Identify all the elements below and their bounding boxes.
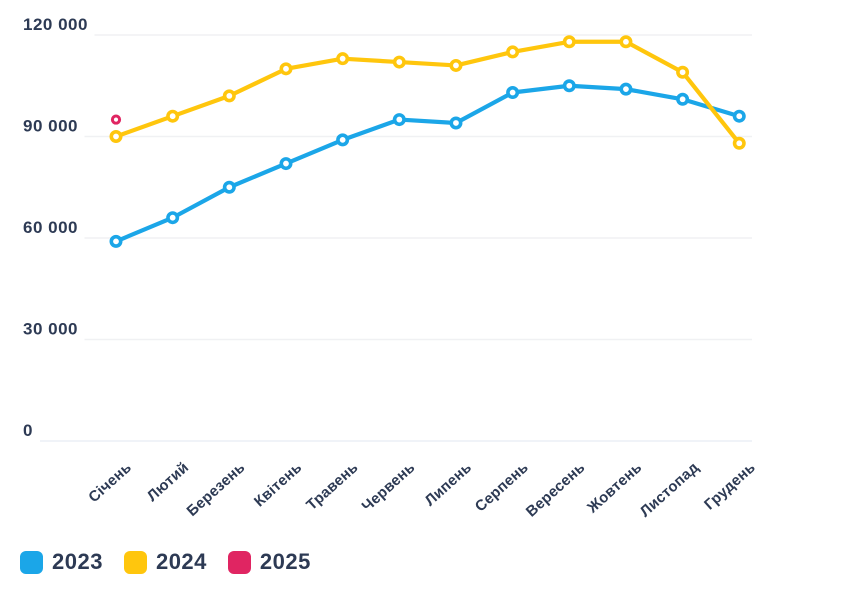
legend-item-2025[interactable]: 2025 <box>227 549 311 575</box>
chart-legend: 2023 2024 2025 <box>20 549 311 575</box>
data-point-marker-2023 <box>506 86 520 100</box>
data-point-marker-2023 <box>732 109 746 123</box>
y-axis-tick-label: 120 000 <box>23 15 88 34</box>
data-point-marker-2024 <box>222 89 236 103</box>
y-axis-tick-label: 30 000 <box>23 320 78 339</box>
data-point-marker-2024 <box>619 35 633 49</box>
series-line-2023 <box>113 83 742 244</box>
legend-swatch-2023 <box>20 550 43 574</box>
data-point-marker-2025 <box>110 114 122 125</box>
data-point-marker-2023 <box>449 116 463 130</box>
y-axis-tick-label: 90 000 <box>23 117 78 136</box>
data-point-marker-2023 <box>392 113 406 127</box>
legend-swatch-2025 <box>227 550 251 574</box>
data-point-marker-2023 <box>619 82 633 96</box>
legend-label-2025: 2025 <box>259 549 311 574</box>
data-point-marker-2024 <box>676 65 690 79</box>
data-point-marker-2024 <box>166 109 180 123</box>
legend-item-2023[interactable]: 2023 <box>20 549 103 575</box>
data-point-marker-2023 <box>676 92 690 106</box>
data-point-marker-2023 <box>109 234 123 248</box>
data-point-marker-2023 <box>336 133 350 147</box>
data-point-marker-2024 <box>506 45 520 59</box>
series-line-2024 <box>113 39 742 146</box>
y-axis-tick-label: 60 000 <box>23 218 78 237</box>
data-point-marker-2023 <box>222 180 236 194</box>
data-point-marker-2024 <box>109 130 123 144</box>
legend-label-2024: 2024 <box>155 549 207 574</box>
data-point-marker-2023 <box>279 157 293 171</box>
data-point-marker-2024 <box>392 55 406 69</box>
data-point-marker-2023 <box>166 211 180 225</box>
data-point-marker-2024 <box>336 52 350 66</box>
data-point-marker-2024 <box>449 58 463 72</box>
data-point-marker-2024 <box>279 62 293 76</box>
data-point-marker-2024 <box>732 136 746 150</box>
legend-label-2023: 2023 <box>52 549 103 574</box>
legend-item-2024[interactable]: 2024 <box>123 549 207 575</box>
data-point-marker-2023 <box>562 79 576 93</box>
legend-swatch-2024 <box>123 550 147 574</box>
y-axis-tick-label: 0 <box>23 421 33 440</box>
data-point-marker-2024 <box>562 35 576 49</box>
